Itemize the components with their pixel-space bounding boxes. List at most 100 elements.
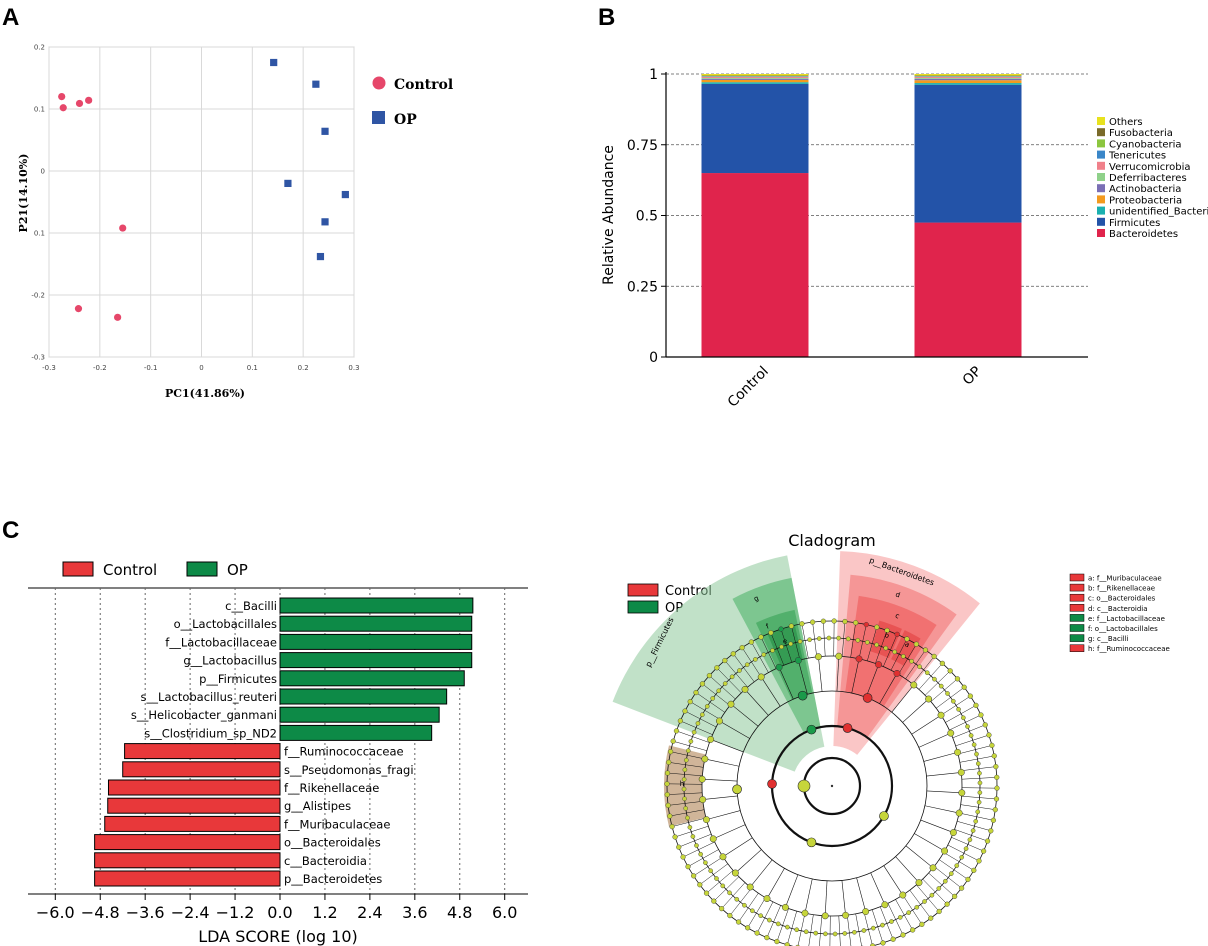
- clado-node: [681, 786, 687, 792]
- clado-node: [862, 908, 870, 916]
- pca-point-control: [119, 224, 127, 232]
- abundance-legend-swatch: [1097, 217, 1105, 226]
- clado-node: [785, 924, 790, 930]
- clado-node: [845, 636, 851, 642]
- clado-leaf-node: [913, 641, 919, 647]
- clado-node: [729, 674, 735, 680]
- lda-bar: [107, 797, 281, 814]
- clado-branch: [926, 790, 962, 794]
- clado-branch: [949, 714, 982, 731]
- abundance-segment-tenericutes: [701, 76, 809, 77]
- pca-point-control: [59, 104, 67, 112]
- clado-node: [753, 657, 758, 662]
- clado-node: [731, 869, 739, 877]
- lda-bar: [279, 724, 433, 741]
- clado-leaf-node: [910, 927, 916, 933]
- clado-leaf-node: [680, 854, 686, 860]
- clado-branch: [847, 915, 852, 946]
- clado-node: [701, 755, 709, 763]
- clado-leaf-node: [904, 636, 910, 642]
- clado-node: [719, 853, 727, 861]
- abundance-segment-bacteroidetes: [914, 222, 1022, 357]
- clado-level-ring: [683, 637, 981, 935]
- pca-points: [58, 58, 349, 321]
- clado-leaf-node: [831, 618, 837, 624]
- clado-branch: [871, 909, 884, 944]
- lda-bar: [122, 761, 281, 778]
- clado-leaf-node: [670, 738, 676, 744]
- clado-branch: [891, 684, 915, 713]
- clado-branch: [702, 683, 731, 706]
- clado-leaf-node: [947, 668, 953, 674]
- lda-bar: [94, 852, 281, 869]
- clado-branch: [905, 649, 926, 680]
- abundance-segment-firmicutes: [701, 83, 809, 174]
- clado-node: [801, 909, 809, 917]
- cladogram: Cladogram Control OP a: f__Muribaculacea…: [612, 531, 1170, 946]
- clado-node: [965, 724, 970, 729]
- clado-sector-label: c: [894, 612, 901, 621]
- pca-y-tick: 0.1: [34, 230, 45, 238]
- lda-bar-label: s__Pseudomonas_fragi: [284, 763, 414, 777]
- clado-node: [852, 929, 857, 935]
- clade-key-label: c: o__Bacteroidales: [1088, 595, 1156, 603]
- lda-legend-op-swatch: [186, 561, 218, 577]
- pca-point-op: [321, 218, 329, 226]
- pca-x-tick: -0.1: [144, 364, 158, 372]
- lda-bar: [94, 834, 281, 851]
- pca-y-tick: 0.1: [34, 106, 45, 114]
- clado-branch: [883, 865, 904, 896]
- clado-branch: [756, 901, 774, 934]
- clado-node: [870, 925, 876, 931]
- clado-branch: [749, 859, 773, 888]
- clado-node: [682, 796, 687, 802]
- clado-node: [695, 721, 701, 726]
- clado-branch: [895, 899, 913, 931]
- clado-node: [746, 883, 754, 891]
- clado-clade-node: [879, 811, 889, 821]
- clado-leaf-node: [788, 623, 794, 629]
- abundance-segment-proteobacteria: [701, 79, 809, 83]
- abundance-legend-label: Others: [1109, 117, 1143, 128]
- clado-branch: [922, 878, 948, 905]
- clado-node: [835, 652, 843, 660]
- clado-branch: [798, 660, 808, 695]
- abundance-y-tick: 0.5: [636, 209, 658, 225]
- pca-point-control: [114, 313, 122, 321]
- clade-key-label: a: f__Muribaculaceae: [1088, 575, 1162, 583]
- legend-marker-op: [372, 111, 385, 124]
- lda-score-chart: Control OP c__Bacilli o__Lactobacillalesf…: [28, 561, 528, 946]
- clado-leaf-node: [994, 785, 1000, 791]
- clado-branch: [776, 908, 789, 942]
- clado-branch: [766, 905, 781, 938]
- clado-branch: [883, 634, 898, 667]
- clado-branch: [812, 622, 817, 657]
- lda-legend: Control OP: [62, 561, 248, 579]
- clado-leaf-node: [890, 936, 896, 942]
- clado-leaf-node: [939, 660, 946, 666]
- clado-node: [968, 733, 974, 738]
- clado-node: [910, 681, 918, 689]
- clado-node: [842, 931, 848, 936]
- pca-point-op: [270, 58, 278, 67]
- clado-branch: [704, 758, 740, 767]
- clado-branch: [960, 804, 996, 810]
- clado-node: [770, 648, 775, 653]
- clado-branch: [865, 664, 879, 698]
- clado-branch: [895, 856, 920, 883]
- clado-branch: [676, 730, 710, 743]
- abundance-segment-others: [701, 74, 809, 76]
- clado-leaf-node: [978, 712, 984, 718]
- clado-leaf-node: [739, 645, 745, 651]
- clado-node: [698, 851, 703, 857]
- clado-leaf-node: [853, 620, 859, 626]
- lda-x-tick: 3.6: [402, 903, 427, 922]
- clado-branch: [957, 821, 991, 832]
- clado-node: [971, 742, 977, 748]
- clade-key-label: b: f__Rikenellaceae: [1088, 585, 1155, 593]
- clado-branch: [887, 903, 904, 936]
- lda-bar: [279, 670, 465, 687]
- clado-branch: [680, 720, 713, 735]
- abundance-legend-swatch: [1097, 173, 1105, 181]
